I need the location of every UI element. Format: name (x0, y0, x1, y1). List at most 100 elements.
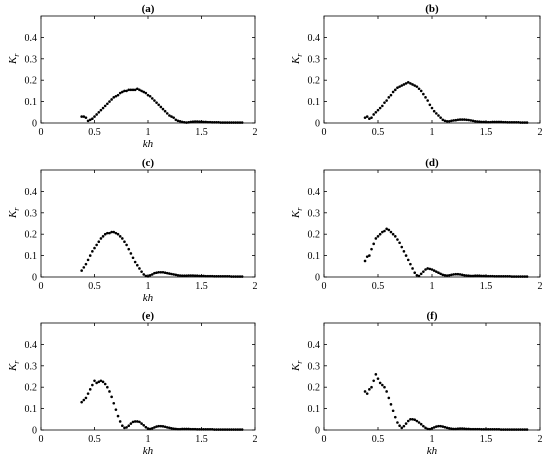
panel-title: (b) (425, 3, 439, 15)
data-point (148, 273, 152, 277)
data-point (131, 256, 135, 260)
data-point (84, 262, 88, 266)
y-tick-label: 0.2 (308, 383, 321, 394)
data-point (99, 237, 103, 240)
data-point (476, 427, 479, 431)
data-point (486, 274, 490, 278)
data-point (454, 427, 458, 431)
x-axis-label: kh (143, 138, 154, 150)
data-point (467, 274, 471, 278)
data-point (234, 121, 238, 124)
data-point (133, 88, 137, 92)
data-point (387, 228, 391, 232)
y-tick-label: 0 (32, 273, 37, 284)
data-point (501, 428, 505, 431)
data-point (419, 89, 423, 93)
data-point (150, 97, 154, 100)
x-tick-label: 0 (322, 434, 327, 445)
y-tick-label: 0 (315, 119, 320, 130)
data-point (432, 269, 436, 272)
data-point (238, 275, 242, 278)
data-point (523, 275, 527, 278)
data-point (110, 98, 113, 101)
data-point (473, 119, 477, 123)
data-point (409, 262, 412, 266)
data-point (402, 83, 406, 86)
x-tick-label: 2 (538, 127, 543, 138)
data-point (374, 111, 378, 114)
data-point (80, 400, 83, 404)
data-point (198, 428, 201, 431)
data-point (183, 274, 186, 278)
data-point (426, 99, 429, 102)
data-point (127, 424, 131, 428)
x-tick-label: 0.5 (372, 127, 385, 138)
y-tick-label: 0.1 (308, 251, 321, 262)
data-point (84, 396, 88, 400)
data-point (508, 428, 512, 431)
data-point (504, 120, 507, 124)
data-point (404, 82, 408, 85)
data-point (91, 383, 94, 387)
y-tick-label: 0.2 (308, 230, 321, 241)
data-point (441, 425, 445, 428)
data-point (510, 275, 514, 278)
data-point (150, 426, 154, 430)
data-point (118, 420, 122, 423)
y-axis-label-main: K (7, 363, 19, 372)
data-point (517, 428, 520, 431)
data-point (467, 427, 471, 431)
data-point (146, 427, 150, 431)
data-point (445, 274, 449, 277)
data-point (480, 428, 483, 431)
data-point (232, 275, 235, 278)
data-point (174, 118, 178, 122)
data-point (101, 235, 105, 238)
data-point (219, 121, 223, 124)
y-tick-label: 0.3 (25, 208, 38, 219)
data-point (118, 235, 122, 238)
y-tick-label: 0.2 (25, 230, 38, 241)
y-axis-label-main: K (7, 210, 19, 219)
x-tick-label: 0 (39, 434, 44, 445)
data-point (422, 424, 425, 428)
data-point (517, 275, 520, 278)
data-point (112, 230, 116, 234)
panel-e: (e) 0 0.5 1 1.5 2 0 0.1 0.2 0.3 0.4 kh Kr (7, 310, 258, 457)
data-point (106, 385, 109, 389)
data-point (157, 103, 160, 107)
data-point (136, 263, 139, 267)
data-point (400, 426, 404, 430)
data-point (97, 380, 101, 384)
data-point (187, 121, 190, 124)
data-point (428, 427, 432, 431)
data-point (138, 88, 141, 92)
data-point (165, 112, 169, 115)
x-tick-label: 1 (146, 127, 151, 138)
y-axis-label-subscript: r (295, 207, 304, 211)
data-point (150, 273, 154, 276)
data-point (127, 88, 131, 92)
data-point (193, 427, 197, 431)
data-point (519, 121, 522, 124)
data-point (133, 260, 137, 264)
data-point (499, 120, 503, 124)
data-point (146, 275, 150, 278)
data-point (435, 270, 438, 273)
data-point (514, 428, 518, 431)
data-point (378, 381, 382, 385)
data-point (195, 274, 199, 278)
data-point (136, 420, 139, 423)
data-point (372, 113, 375, 116)
y-axis-label: Kr (7, 207, 21, 219)
data-point (365, 255, 369, 258)
data-point (159, 270, 163, 274)
data-point (95, 381, 98, 385)
y-tick-label: 0.1 (25, 97, 38, 108)
data-point (443, 119, 447, 123)
data-point (389, 403, 393, 406)
data-point (189, 427, 193, 431)
data-point (114, 408, 118, 411)
data-point (163, 109, 167, 113)
data-point (123, 89, 126, 93)
